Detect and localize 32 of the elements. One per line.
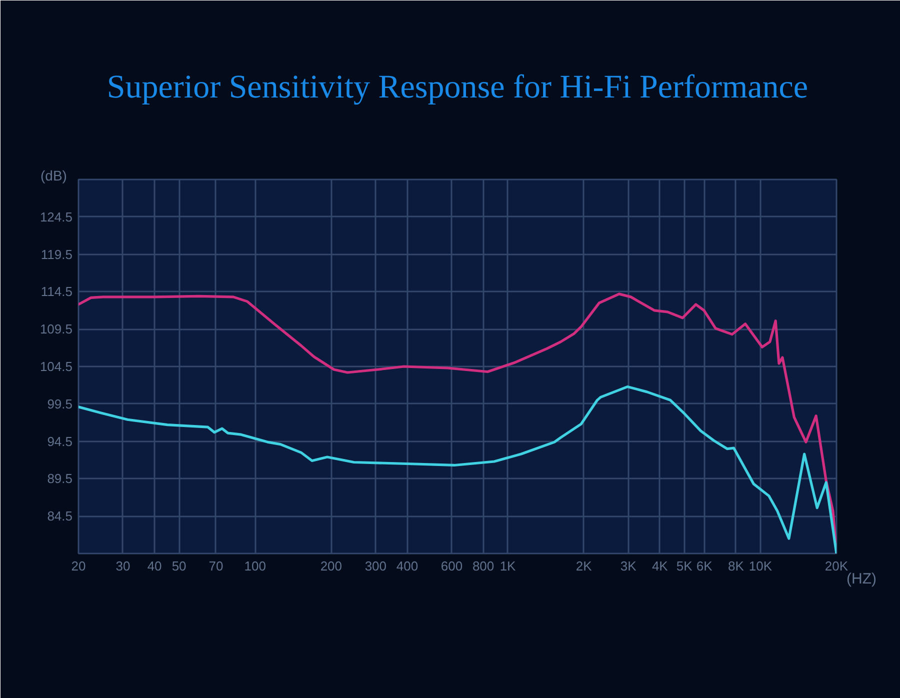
y-tick-label: 114.5 bbox=[40, 284, 73, 300]
y-tick-label: 119.5 bbox=[40, 246, 73, 262]
x-tick-label: 6K bbox=[696, 558, 713, 574]
y-axis-title: (dB) bbox=[40, 168, 67, 184]
x-tick-label: 600 bbox=[440, 558, 463, 574]
y-tick-label: 89.5 bbox=[47, 471, 73, 486]
x-tick-label: 70 bbox=[208, 558, 224, 574]
x-tick-label: 1K bbox=[500, 558, 516, 574]
y-tick-label: 104.5 bbox=[40, 359, 73, 374]
y-tick-label: 99.5 bbox=[47, 396, 73, 412]
x-tick-label: 20K bbox=[824, 558, 848, 574]
x-tick-label: 40 bbox=[147, 558, 162, 574]
x-tick-label: 20 bbox=[71, 558, 86, 574]
x-tick-label: 30 bbox=[116, 558, 130, 574]
x-axis-title: (HZ) bbox=[846, 570, 877, 588]
x-tick-label: 300 bbox=[364, 558, 387, 574]
x-tick-label: 50 bbox=[172, 558, 186, 574]
y-tick-label: 84.5 bbox=[47, 508, 73, 524]
chart-title: Superior Sensitivity Response for Hi-Fi Performance bbox=[106, 70, 808, 106]
x-tick-label: 2K bbox=[576, 558, 592, 574]
x-tick-label: 800 bbox=[472, 558, 494, 574]
x-tick-label: 4K bbox=[652, 558, 668, 574]
x-tick-label: 100 bbox=[244, 558, 266, 574]
x-tick-label: 5K bbox=[676, 558, 693, 574]
y-tick-label: 94.5 bbox=[47, 434, 73, 449]
x-tick-label: 10K bbox=[748, 558, 772, 574]
x-tick-label: 3K bbox=[620, 558, 637, 574]
x-tick-label: 400 bbox=[396, 558, 418, 574]
x-tick-label: 8K bbox=[728, 558, 744, 574]
x-tick-label: 200 bbox=[320, 558, 342, 574]
y-tick-label: 124.5 bbox=[40, 209, 73, 224]
y-tick-label: 109.5 bbox=[40, 322, 73, 337]
